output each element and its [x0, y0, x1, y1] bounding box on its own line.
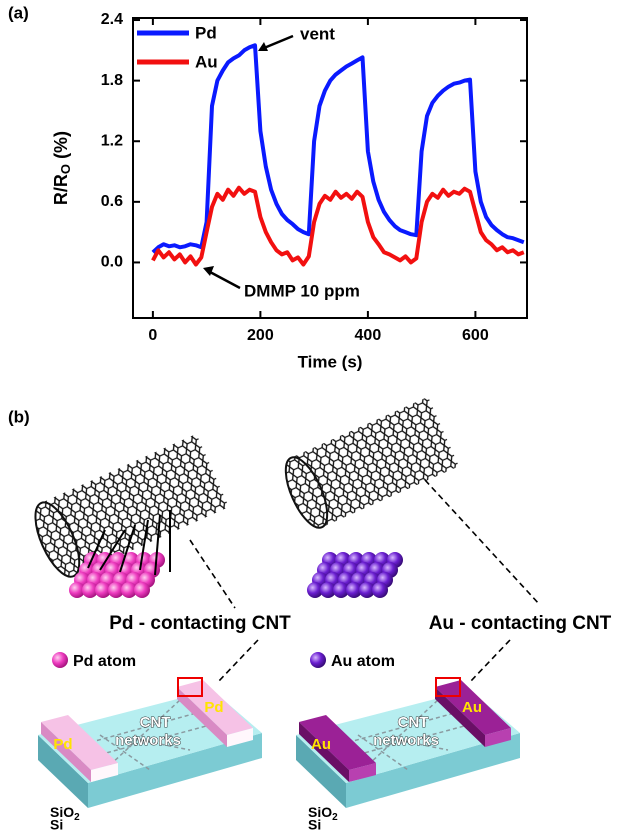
series-line: [151, 43, 525, 254]
electrode: [91, 763, 118, 782]
bonds: [87, 510, 171, 576]
layer-label: SiO2: [308, 804, 338, 823]
network-label: networks: [373, 732, 439, 749]
electrode: [41, 715, 118, 770]
electrode: [435, 680, 511, 735]
atom-legend: Au atom: [331, 653, 395, 670]
atom: [320, 582, 336, 598]
atom-icon: [52, 652, 68, 668]
substrate-front: [346, 733, 520, 808]
annotation: DMMP 10 ppm: [244, 281, 360, 300]
x-tick-label: 200: [247, 327, 274, 344]
atom-icon: [310, 652, 326, 668]
layer-label: Si: [308, 817, 321, 833]
plot-frame: [132, 17, 528, 319]
panel-label: (a): [8, 3, 29, 22]
callout-lines: [189, 479, 541, 683]
highlight-box: [435, 677, 461, 697]
y-tick-label: 1.8: [101, 72, 123, 89]
network-label: CNT: [398, 714, 429, 731]
layer-sub: 2: [332, 812, 338, 823]
atom: [134, 582, 150, 598]
nanotube: [34, 433, 229, 578]
substrate-side: [296, 735, 346, 808]
network-label: CNT: [140, 714, 171, 731]
y-tick-label: 1.2: [101, 132, 123, 149]
y-tick-label: 0.6: [101, 193, 123, 210]
atom: [333, 582, 349, 598]
electrode: [227, 728, 253, 747]
y-tick-label: 0.0: [101, 254, 123, 271]
caption: Pd - contacting CNT: [109, 613, 291, 634]
electrode: [435, 687, 485, 747]
x-tick-label: 400: [355, 327, 382, 344]
electrode-label: Au: [462, 699, 482, 716]
y-axis-title: R/RO (%): [51, 131, 74, 205]
chart: (a) Time (s) R/RO (%) vent DMMP 10 ppm 0…: [8, 3, 528, 371]
legend-label: Pd: [195, 23, 217, 42]
atom: [121, 582, 137, 598]
atom: [307, 582, 323, 598]
electrode-label: Pd: [53, 736, 72, 753]
atom: [69, 582, 85, 598]
arrow-head: [203, 266, 214, 276]
substrate-front: [88, 733, 262, 808]
x-axis-title: Time (s): [298, 352, 363, 371]
layer-label: SiO: [50, 804, 74, 820]
y-title-part: R/R: [51, 174, 71, 205]
electrode: [349, 763, 376, 782]
series-line: [151, 185, 525, 267]
electrode: [299, 722, 349, 782]
electrode-label: Pd: [204, 699, 223, 716]
caption: Au - contacting CNT: [429, 613, 612, 634]
atom-legend: Pd atom: [73, 653, 136, 670]
layer-sub: 2: [74, 812, 80, 823]
annotation-arrow: [209, 270, 241, 290]
arrow-head: [258, 42, 268, 51]
annotation-arrow: [263, 34, 294, 50]
x-tick-label: 0: [148, 327, 157, 344]
atom: [372, 582, 388, 598]
layer-label: SiO: [308, 804, 332, 820]
electrode: [485, 728, 511, 747]
panel-label: (b): [8, 407, 30, 426]
atom: [95, 582, 111, 598]
y-title-sub: O: [58, 164, 73, 174]
nanotube: [284, 396, 459, 529]
atom: [82, 582, 98, 598]
electrode: [177, 687, 227, 747]
annotation: vent: [300, 24, 335, 43]
electrode: [41, 722, 91, 782]
substrate-side: [38, 735, 88, 808]
network-label: networks: [115, 732, 181, 749]
x-tick-label: 600: [462, 327, 489, 344]
atom: [359, 582, 375, 598]
electrode: [177, 680, 253, 735]
electrode-label: Au: [311, 736, 331, 753]
highlight-box: [177, 677, 203, 697]
y-title-part: (%): [51, 131, 71, 164]
layer-label: SiO2: [50, 804, 80, 823]
atom: [108, 582, 124, 598]
legend-label: Au: [195, 52, 218, 71]
diagram: (b) Pd - contacting CNT Au - contacting …: [8, 396, 612, 833]
atom-arrays: [69, 552, 403, 598]
atom: [346, 582, 362, 598]
electrode: [299, 715, 376, 770]
layer-label: Si: [50, 817, 63, 833]
y-tick-label: 2.4: [101, 11, 123, 28]
